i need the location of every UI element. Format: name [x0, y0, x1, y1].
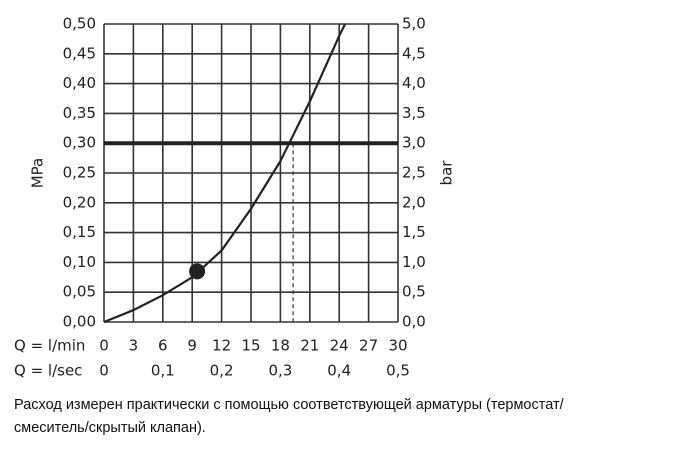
x2-tick-label: 0,3 — [268, 362, 292, 380]
y-tick-label: 0,05 — [63, 283, 96, 301]
y-tick-label: 0,10 — [63, 253, 96, 271]
x-tick-label: 9 — [187, 337, 197, 355]
x2-axis-label: Q = l/sec — [14, 362, 82, 380]
x-tick-label: 12 — [212, 337, 231, 355]
x2-tick-label: 0,2 — [210, 362, 234, 380]
caption-line: смеситель/скрытый клапан). — [14, 420, 206, 436]
x-tick-label: 21 — [300, 337, 319, 355]
y-tick-label: 0,45 — [63, 44, 96, 62]
caption-line: Расход измерен практически с помощью соо… — [14, 397, 564, 413]
y2-tick-label: 4,0 — [402, 74, 426, 92]
x2-tick-label: 0,5 — [386, 362, 410, 380]
x2-tick-label: 0,1 — [151, 362, 175, 380]
y-tick-label: 0,50 — [63, 15, 96, 33]
y-tick-label: 0,30 — [63, 134, 96, 152]
y2-tick-label: 3,5 — [402, 104, 426, 122]
x-tick-label: 30 — [388, 337, 407, 355]
x-tick-label: 15 — [241, 337, 260, 355]
chart: MPa bar Q = l/min Q = l/sec 0,000,050,10… — [14, 15, 456, 380]
y2-tick-label: 0,5 — [402, 283, 426, 301]
y-tick-label: 0,20 — [63, 193, 96, 211]
y2-tick-label: 3,0 — [402, 134, 426, 152]
curve — [103, 23, 347, 324]
y2-tick-label: 0,0 — [402, 313, 426, 331]
y2-tick-label: 5,0 — [402, 15, 426, 33]
y2-tick-label: 2,0 — [402, 193, 426, 211]
x-tick-label: 6 — [158, 337, 168, 355]
marker-point — [189, 263, 206, 280]
y-axis-label: MPa — [29, 158, 47, 189]
caption: Расход измерен практически с помощью соо… — [14, 394, 564, 440]
x-tick-label: 27 — [359, 337, 378, 355]
y-tick-label: 0,15 — [63, 223, 96, 241]
y2-tick-label: 1,5 — [402, 223, 426, 241]
x-tick-label: 3 — [129, 337, 139, 355]
x-tick-label: 24 — [330, 337, 349, 355]
x-tick-label: 0 — [99, 337, 109, 355]
y2-tick-label: 4,5 — [402, 44, 426, 62]
y-tick-label: 0,00 — [63, 313, 96, 331]
y-tick-label: 0,40 — [63, 74, 96, 92]
y-tick-label: 0,35 — [63, 104, 96, 122]
y2-tick-label: 1,0 — [402, 253, 426, 271]
x2-tick-label: 0,4 — [327, 362, 351, 380]
x2-tick-label: 0 — [99, 362, 109, 380]
y-tick-label: 0,25 — [63, 164, 96, 182]
x-tick-label: 18 — [271, 337, 290, 355]
y2-tick-label: 2,5 — [402, 164, 426, 182]
x-axis-label: Q = l/min — [14, 337, 85, 355]
y2-axis-label: bar — [438, 160, 456, 186]
